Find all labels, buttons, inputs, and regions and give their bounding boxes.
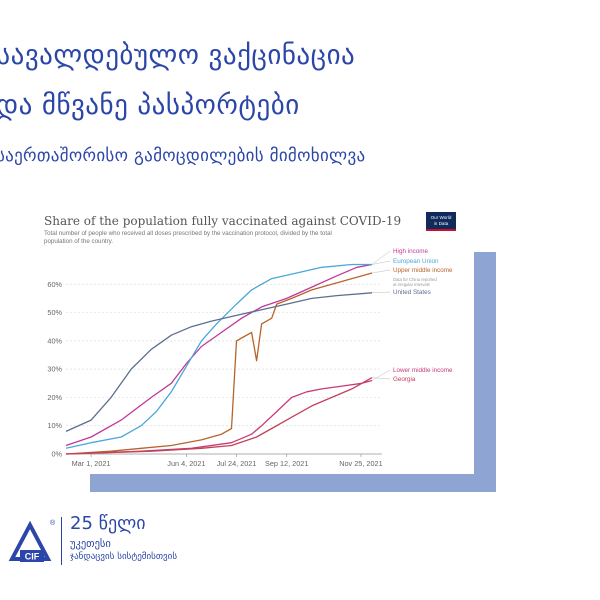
y-tick-label: 10% [47,421,62,430]
legend-label-high-income: High income [393,248,428,255]
legend-label-lower-middle-income: Lower middle income [393,367,453,374]
series-line-european-union [65,263,372,449]
source-badge-line-1: Our World [431,215,452,220]
footer-years: 25 წელი [70,513,146,534]
legend-connector [371,377,391,380]
legend-connector [371,291,391,294]
logo-registered-mark: ® [50,519,56,527]
series-line-united-states [65,292,373,432]
series-line-high-income [65,263,373,447]
legend-label-united-states: United States [393,289,431,296]
y-tick-label: 30% [47,365,62,374]
legend-label-upper-middle-income: Upper middle income [393,267,453,274]
y-tick-label: 20% [47,393,62,402]
footer-tagline-2: ჯანდაცვის სისტემისთვის [70,552,178,562]
chart-title: Share of the population fully vaccinated… [44,214,401,228]
chart-subtitle-line-1: Total number of people who received all … [44,230,332,237]
chart-subtitle-line-2: population of the country. [44,238,113,245]
y-tick-label: 40% [47,336,62,345]
x-tick-label: Nov 25, 2021 [339,459,382,468]
cif-logo: CIF ® [8,519,56,562]
annotation-line-2: at irregular intervals [393,282,430,287]
source-badge: Our World in Data [426,212,456,231]
source-badge-line-2: in Data [434,221,449,226]
axis-ticks: 0% 10% 20% 30% 40% 50% 60% Mar 1, 2021 Jun 4, 20… [47,280,382,468]
legend-connector [371,269,391,274]
legend: High income European Union Upper middle in… [371,248,453,383]
legend-connector [371,369,391,381]
legend-label-european-union: European Union [393,258,439,265]
legend-label-georgia: Georgia [393,376,416,383]
y-tick-label: 0% [51,450,62,459]
slide-title-line-1: სავალდებულო ვაქცინაცია [0,40,356,71]
series-line-lower-middle-income [65,379,373,455]
y-tick-label: 50% [47,308,62,317]
chart-svg: Share of the population fully vaccinated… [44,212,456,468]
annotation-line-1: Data for China reported [393,277,437,282]
x-tick-label: Jun 4, 2021 [167,459,205,468]
y-tick-label: 60% [47,280,62,289]
footer-divider [61,517,62,565]
logo-text: CIF [25,552,40,562]
slide-subtitle: საერთაშორისო გამოცდილების მიმოხილვა [0,146,366,166]
legend-connector [371,250,391,265]
gridlines [66,283,382,455]
footer: CIF ® 25 წელი უკეთესი ჯანდაცვის სისტემის… [0,505,600,600]
slide-title-line-2: და მწვანე პასპორტები [0,90,300,121]
series-line-georgia [65,377,373,455]
legend-connector [371,260,391,265]
series-line-upper-middle-income [65,272,373,455]
x-tick-label: Jul 24, 2021 [217,459,257,468]
series-lines [65,263,373,455]
china-annotation: Data for China reported at irregular int… [393,277,437,287]
chart-card: Share of the population fully vaccinated… [40,204,474,474]
x-tick-label: Mar 1, 2021 [72,459,111,468]
footer-tagline-1: უკეთესი [70,538,111,550]
x-tick-label: Sep 12, 2021 [265,459,308,468]
